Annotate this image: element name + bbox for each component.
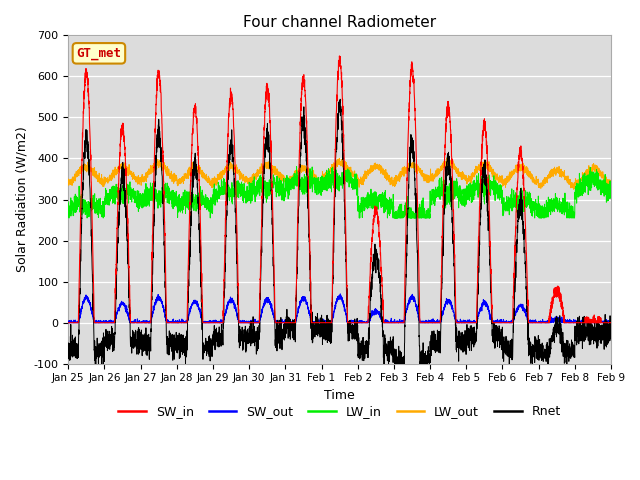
- SW_out: [492, 318, 500, 324]
- SW_out: [65, 320, 72, 325]
- Line: Rnet: Rnet: [68, 99, 611, 377]
- LW_out: [65, 177, 72, 183]
- LW_in: [65, 199, 72, 204]
- SW_in: [431, 320, 439, 325]
- LW_in: [162, 187, 170, 192]
- Rnet: [319, 329, 327, 335]
- LW_out: [607, 180, 615, 186]
- LW_in: [292, 164, 300, 169]
- SW_out: [461, 320, 469, 325]
- Title: Four channel Radiometer: Four channel Radiometer: [243, 15, 436, 30]
- Rnet: [607, 337, 615, 343]
- Line: LW_out: LW_out: [68, 158, 611, 189]
- SW_out: [607, 320, 615, 325]
- SW_in: [607, 320, 615, 325]
- SW_in: [607, 320, 614, 325]
- Rnet: [65, 340, 72, 346]
- Rnet: [162, 302, 170, 308]
- SW_in: [162, 281, 170, 287]
- LW_out: [607, 182, 614, 188]
- SW_out: [607, 320, 614, 325]
- Rnet: [607, 332, 614, 338]
- LW_in: [65, 215, 73, 221]
- LW_in: [319, 180, 327, 186]
- LW_in: [607, 195, 615, 201]
- Rnet: [431, 342, 439, 348]
- SW_out: [319, 320, 327, 325]
- Line: SW_in: SW_in: [68, 56, 611, 323]
- LW_in: [607, 193, 614, 199]
- LW_in: [492, 186, 500, 192]
- Line: LW_in: LW_in: [68, 167, 611, 218]
- Legend: SW_in, SW_out, LW_in, LW_out, Rnet: SW_in, SW_out, LW_in, LW_out, Rnet: [113, 400, 566, 423]
- SW_out: [162, 315, 170, 321]
- LW_out: [162, 165, 170, 171]
- LW_out: [570, 186, 577, 192]
- SW_in: [335, 53, 343, 59]
- SW_out: [431, 319, 439, 324]
- LW_in: [431, 198, 439, 204]
- Y-axis label: Solar Radiation (W/m2): Solar Radiation (W/m2): [15, 127, 28, 273]
- Rnet: [399, 374, 407, 380]
- LW_out: [319, 175, 327, 180]
- SW_out: [337, 291, 344, 297]
- Rnet: [337, 96, 344, 102]
- SW_in: [65, 320, 72, 325]
- LW_out: [443, 155, 451, 161]
- LW_out: [492, 172, 500, 178]
- SW_in: [461, 320, 469, 325]
- LW_out: [461, 177, 469, 182]
- Line: SW_out: SW_out: [68, 294, 611, 323]
- SW_in: [319, 320, 327, 325]
- X-axis label: Time: Time: [324, 389, 355, 402]
- LW_out: [431, 171, 439, 177]
- SW_in: [492, 320, 500, 325]
- LW_in: [461, 194, 469, 200]
- Text: GT_met: GT_met: [76, 47, 122, 60]
- Rnet: [461, 344, 469, 349]
- Rnet: [492, 338, 500, 344]
